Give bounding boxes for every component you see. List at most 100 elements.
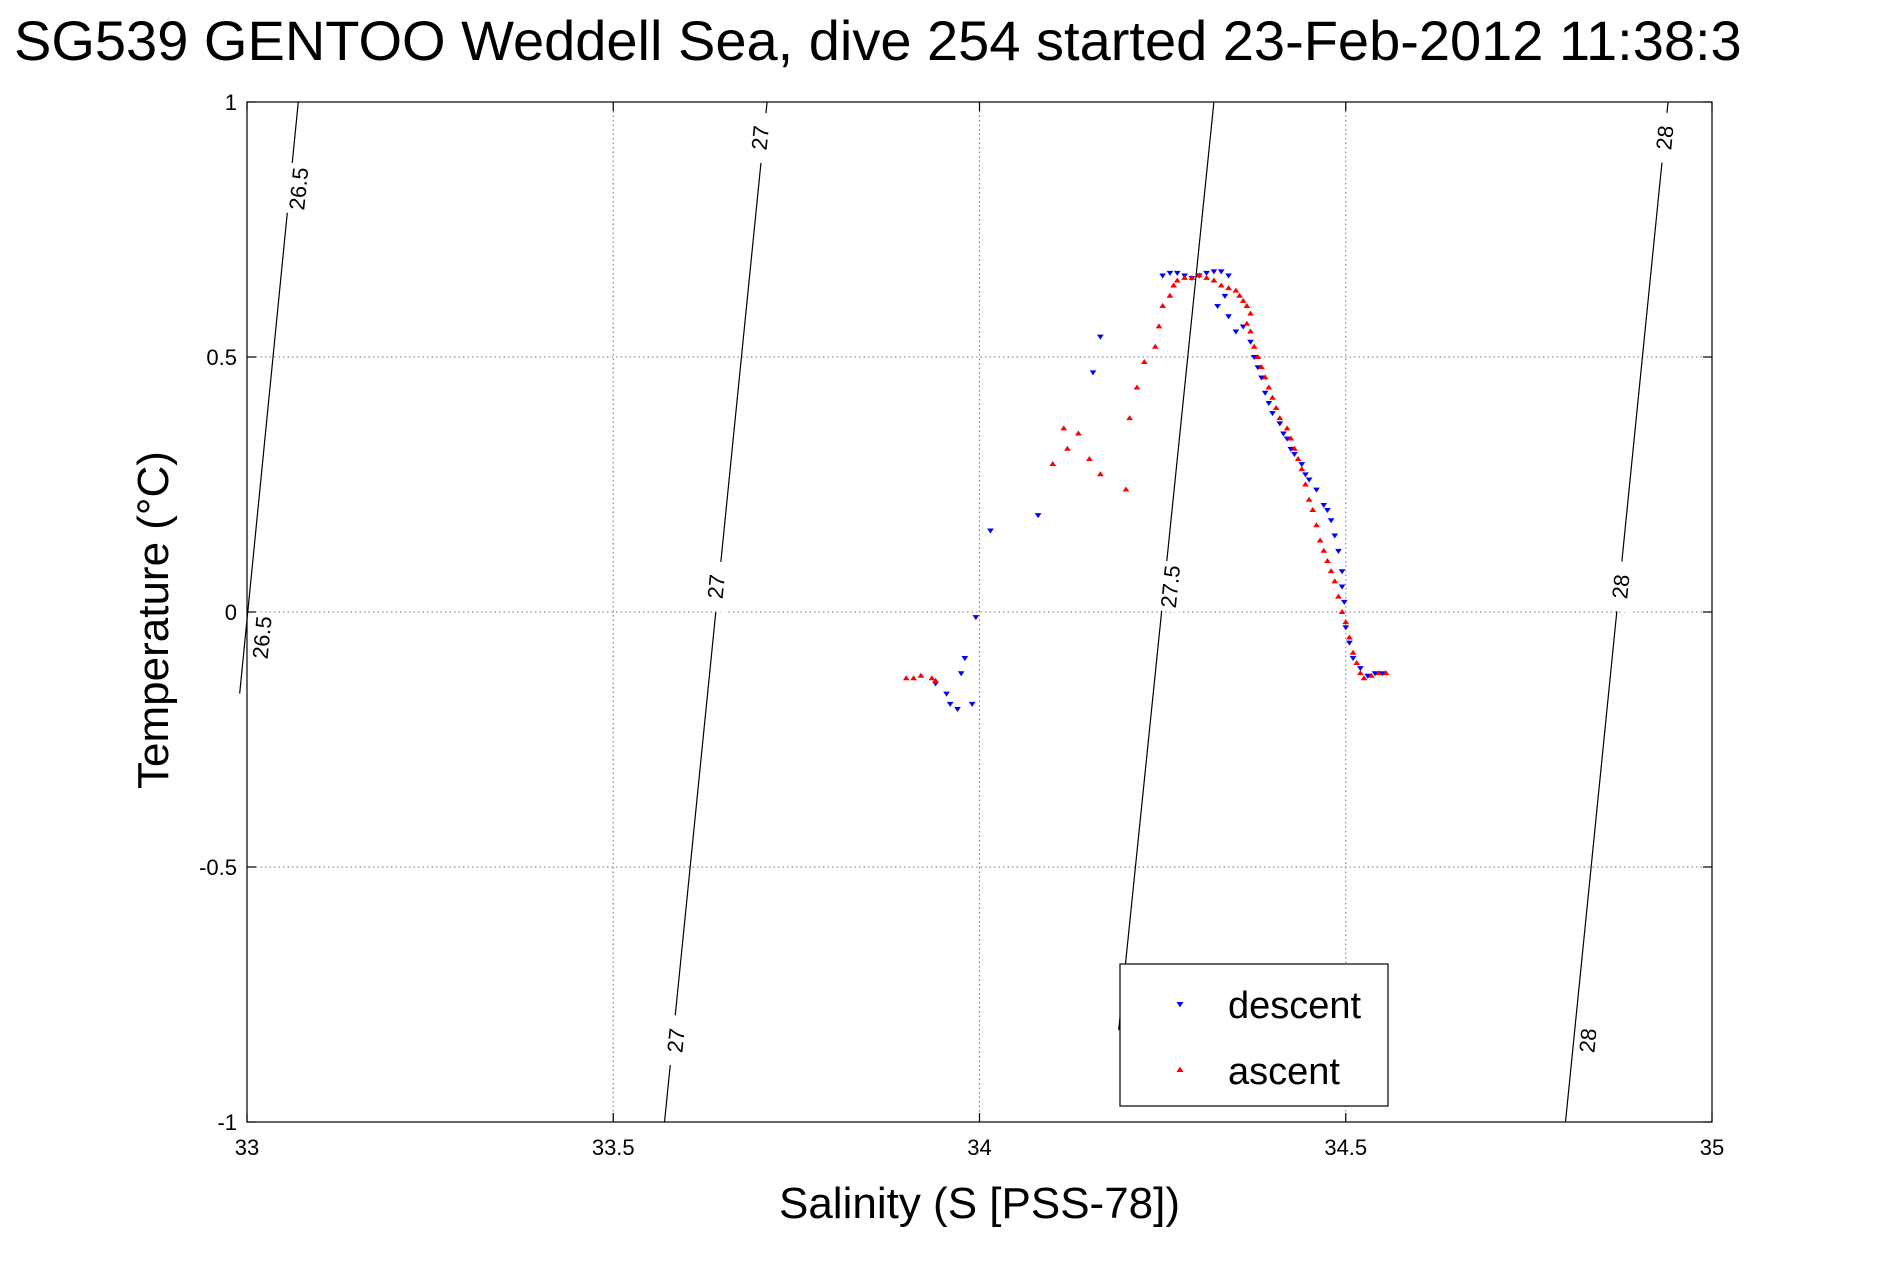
y-tick-label: -0.5	[199, 855, 237, 880]
contour-label-bg	[661, 1014, 690, 1067]
descent-point	[1239, 324, 1247, 330]
ascent-point	[1133, 384, 1141, 390]
contour-line	[1564, 101, 1669, 1123]
ascent-point	[1236, 292, 1243, 298]
ascent-point	[1261, 374, 1269, 380]
ascent-point	[1173, 277, 1181, 283]
ascent-point	[928, 675, 936, 681]
axis-ticks: 33 33.5 34 34.5 35 -1 -0.5 0 0.5 1	[199, 90, 1724, 1160]
ascent-point	[1316, 537, 1324, 543]
contour-label-bg	[1649, 111, 1679, 164]
ascent-point	[1287, 435, 1295, 441]
descent-point	[1283, 436, 1291, 442]
ascent-point	[1313, 522, 1320, 528]
descent-point	[1089, 370, 1097, 376]
legend: descent ascent	[1119, 963, 1389, 1107]
descent-point	[1258, 375, 1265, 381]
contour-label-bg	[701, 560, 731, 613]
ascent-point	[1155, 323, 1163, 329]
y-tick-label: -1	[217, 1110, 237, 1135]
legend-ascent-marker	[1176, 1066, 1184, 1073]
descent-point	[1320, 502, 1328, 508]
ascent-point	[1075, 430, 1082, 436]
descent-point	[972, 615, 980, 621]
descent-point	[1203, 270, 1210, 276]
ascent-point	[1309, 506, 1317, 512]
ascent-point	[932, 677, 939, 683]
ascent-point	[1188, 274, 1196, 280]
y-tick-label: 0.5	[206, 345, 237, 370]
descent-point	[1298, 462, 1306, 468]
legend-descent-label: descent	[1228, 985, 1362, 1027]
descent-point	[1338, 584, 1346, 590]
contour-label-bg	[1605, 560, 1635, 613]
ascent-point	[1305, 496, 1313, 502]
contour-label: 26.5	[248, 615, 277, 660]
descent-point	[1217, 269, 1225, 275]
contour-label: 27.5	[1156, 564, 1185, 609]
ascent-point	[1049, 461, 1057, 467]
ascent-point	[1342, 619, 1350, 625]
ascent-point	[1302, 481, 1309, 487]
descent-point	[1342, 625, 1350, 631]
descent-point	[1346, 640, 1353, 646]
ascent-point	[1331, 578, 1339, 584]
x-tick-label: 35	[1700, 1135, 1724, 1160]
ascent-point	[1232, 287, 1240, 293]
descent-point	[1371, 671, 1379, 677]
descent-point	[1265, 400, 1273, 406]
ascent-point	[1357, 670, 1364, 676]
descent-point	[1214, 304, 1221, 310]
descent-point	[1340, 599, 1348, 605]
descent-point	[954, 706, 961, 712]
descent-point	[946, 701, 954, 707]
descent-point	[968, 701, 976, 707]
ascent-point	[1298, 466, 1306, 472]
x-tick-label: 33	[235, 1135, 259, 1160]
data-points	[902, 269, 1390, 712]
ascent-point	[1181, 274, 1188, 280]
ascent-point	[1151, 343, 1159, 349]
y-tick-label: 0	[225, 600, 237, 625]
legend-box	[1119, 963, 1389, 1107]
ascent-point	[1064, 445, 1071, 451]
ascent-point	[1166, 292, 1174, 298]
y-axis-label: Temperature (°C)	[129, 451, 178, 789]
ascent-point	[1126, 415, 1134, 421]
ascent-point	[910, 675, 917, 681]
series-ascent	[902, 272, 1390, 683]
ascent-point	[1217, 282, 1225, 288]
descent-point	[1349, 655, 1357, 661]
ascent-point	[1349, 649, 1357, 655]
ascent-point	[1294, 455, 1302, 461]
ascent-point	[1291, 445, 1298, 451]
contour-label: 27	[662, 1027, 689, 1054]
contour-label-bg	[283, 162, 313, 215]
ascent-point	[1170, 282, 1177, 288]
x-tick-label: 34	[967, 1135, 991, 1160]
x-tick-label: 34.5	[1324, 1135, 1367, 1160]
ascent-point	[1382, 670, 1390, 676]
contour-label-bg	[1573, 1014, 1602, 1067]
ascent-point	[1360, 675, 1368, 681]
contour-label: 27	[703, 573, 730, 600]
descent-point	[1324, 508, 1331, 514]
ascent-point	[1283, 425, 1291, 431]
descent-point	[1159, 273, 1166, 279]
ascent-point	[1335, 593, 1342, 599]
descent-point	[1379, 671, 1386, 677]
ascent-point	[1327, 568, 1335, 574]
ascent-point	[1320, 547, 1328, 553]
descent-point	[1276, 421, 1284, 427]
descent-point	[1166, 270, 1174, 276]
ascent-point	[1254, 353, 1262, 359]
contour-label: 28	[1651, 124, 1678, 151]
descent-point	[1305, 477, 1313, 483]
descent-point	[987, 528, 994, 534]
ascent-point	[1086, 455, 1093, 461]
descent-point	[1302, 472, 1309, 478]
descent-point	[1313, 487, 1320, 493]
descent-point	[1173, 270, 1181, 276]
descent-point	[1291, 451, 1298, 457]
